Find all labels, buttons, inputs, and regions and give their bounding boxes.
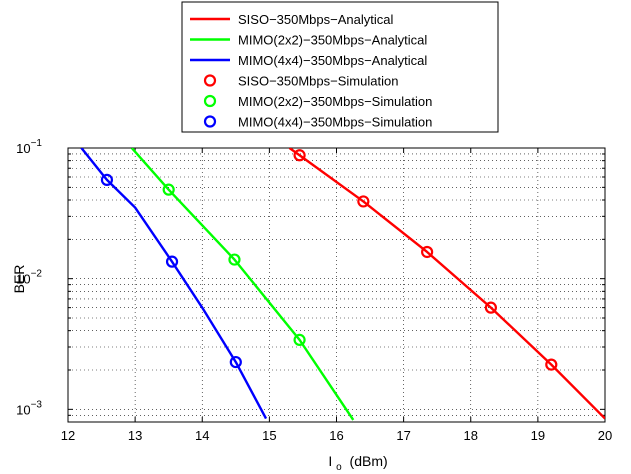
x-axis-label-unit: (dBm) xyxy=(350,453,388,469)
grid-lines xyxy=(68,148,605,422)
x-tick-label: 14 xyxy=(195,428,209,443)
x-tick-label: 18 xyxy=(464,428,478,443)
legend: SISO−350Mbps−Analytical MIMO(2x2)−350Mbps… xyxy=(181,1,499,133)
data-point-5-1 xyxy=(165,255,179,268)
series-line-0 xyxy=(288,148,605,420)
x-tick-label: 15 xyxy=(262,428,276,443)
y-tick-label: 10−1 xyxy=(16,138,42,156)
legend-swatch-marker xyxy=(203,115,217,128)
series-line-1 xyxy=(130,148,355,421)
data-point-3-1 xyxy=(357,195,370,208)
legend-label: SISO−350Mbps−Simulation xyxy=(238,74,398,89)
legend-swatch-marker xyxy=(203,74,217,87)
legend-label: MIMO(2x2)−350Mbps−Simulation xyxy=(238,94,432,109)
x-axis-label: I o (dBm) xyxy=(328,453,387,473)
axis-ticks: 12 13 14 15 16 17 18 19 20 10−1 10−2 10−3 xyxy=(16,138,612,443)
legend-box xyxy=(181,1,499,133)
legend-label: SISO−350Mbps−Analytical xyxy=(238,12,393,27)
legend-label: MIMO(4x4)−350Mbps−Analytical xyxy=(238,53,427,68)
y-axis-label: BER xyxy=(11,265,27,294)
x-tick-label: 17 xyxy=(396,428,410,443)
y-tick-label: 10−3 xyxy=(16,399,42,417)
data-point-4-0 xyxy=(162,183,175,196)
x-tick-label: 12 xyxy=(61,428,75,443)
data-point-3-3 xyxy=(484,301,497,314)
x-tick-label: 20 xyxy=(598,428,612,443)
data-point-4-2 xyxy=(293,333,306,346)
series-group xyxy=(80,148,605,421)
data-point-5-0 xyxy=(100,173,114,186)
x-tick-label: 13 xyxy=(128,428,142,443)
data-point-5-2 xyxy=(229,355,242,369)
data-point-3-2 xyxy=(421,245,434,259)
x-axis-label-main: I xyxy=(328,453,332,469)
x-tick-label: 16 xyxy=(329,428,343,443)
legend-label: MIMO(2x2)−350Mbps−Analytical xyxy=(238,33,427,48)
x-axis-label-subscript: o xyxy=(336,462,342,473)
y-tick-label: 10−2 xyxy=(16,269,42,287)
data-point-4-1 xyxy=(228,253,241,266)
data-point-3-4 xyxy=(545,358,558,371)
x-tick-label: 19 xyxy=(531,428,545,443)
data-point-3-0 xyxy=(293,149,306,162)
legend-label: MIMO(4x4)−350Mbps−Simulation xyxy=(238,115,432,130)
legend-swatch-marker xyxy=(203,94,217,108)
series-line-2 xyxy=(80,148,268,420)
